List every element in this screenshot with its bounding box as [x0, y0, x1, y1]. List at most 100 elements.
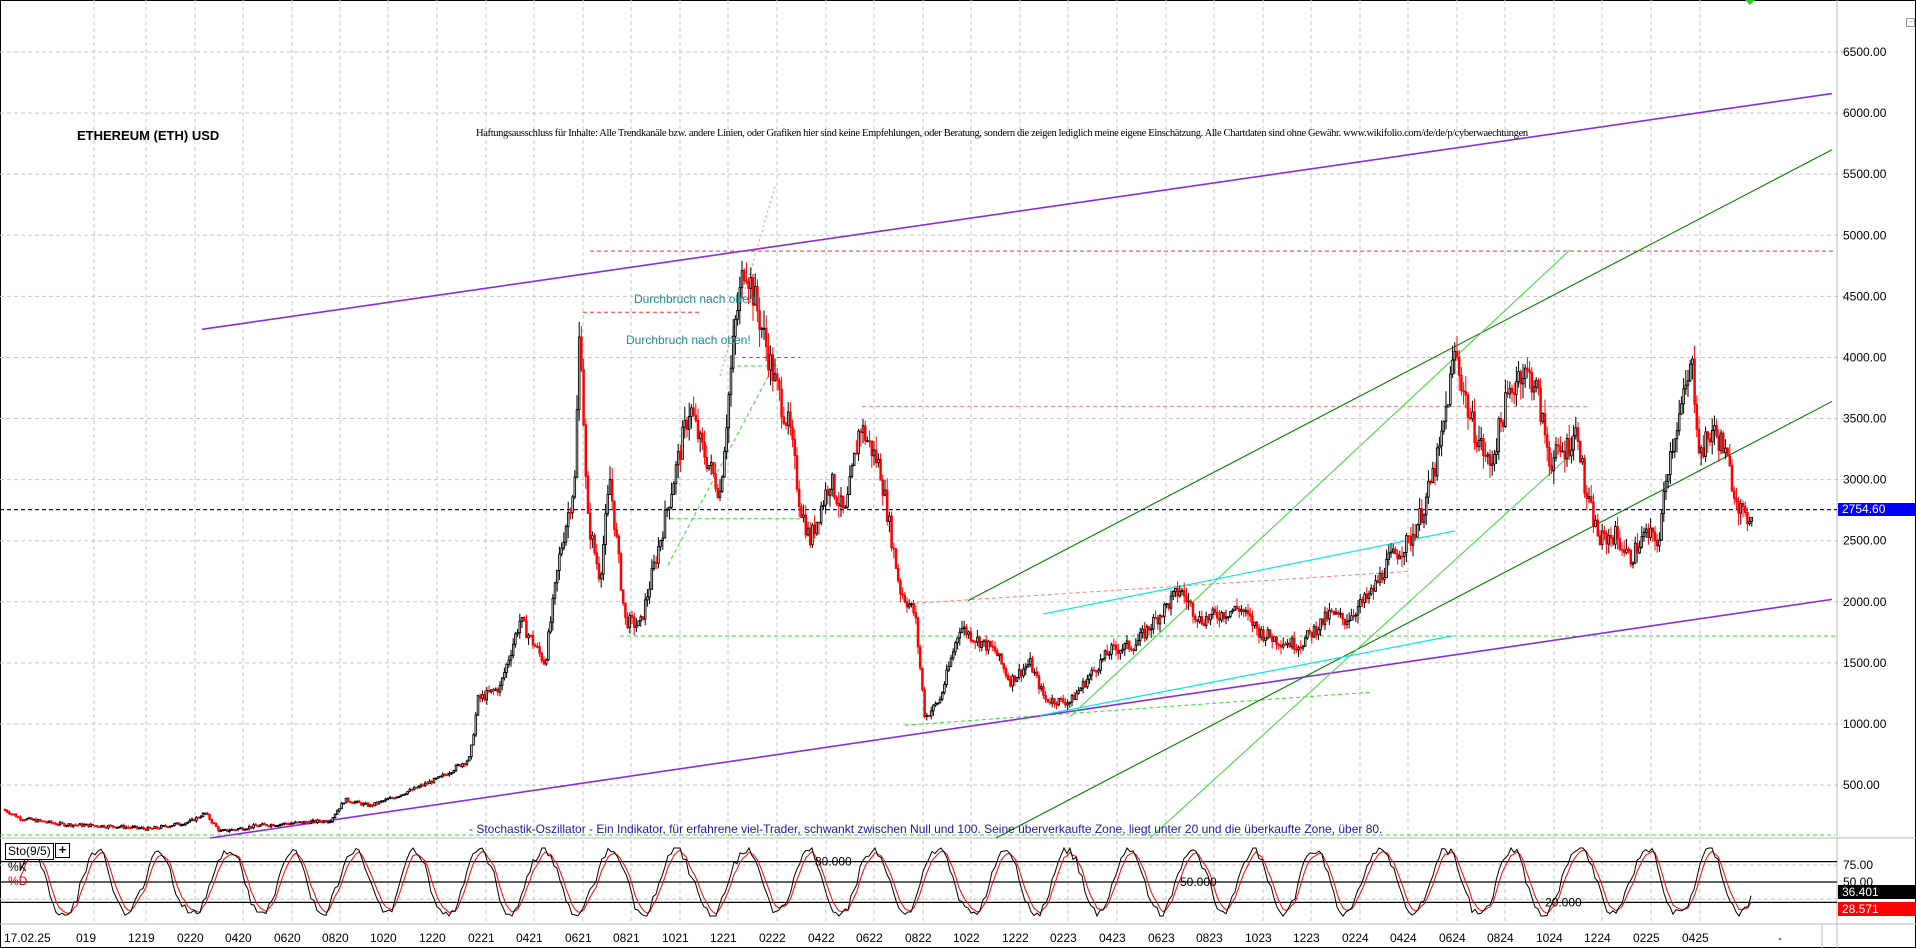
- candle-down: [210, 818, 214, 824]
- candle-down: [610, 478, 614, 502]
- candle-down: [522, 617, 526, 622]
- candle-up: [1028, 657, 1032, 666]
- candle-up: [89, 823, 93, 828]
- candle-down: [654, 561, 658, 564]
- candle-up: [1015, 677, 1019, 682]
- candle-down: [1530, 372, 1534, 393]
- candle-up: [1017, 669, 1021, 678]
- annotation-breakout-1: Durchbruch nach oben!: [634, 292, 759, 306]
- candle-up: [544, 659, 548, 665]
- candle-down: [459, 764, 462, 767]
- candle-up: [1068, 701, 1072, 704]
- candle-up: [1594, 519, 1597, 528]
- candle-down: [1156, 617, 1160, 625]
- candle-down: [1537, 379, 1540, 389]
- candle-up: [432, 777, 436, 784]
- stochastic-label[interactable]: Sto(9/5): [5, 843, 54, 860]
- candle-down: [800, 506, 803, 518]
- candle-up: [949, 657, 953, 667]
- candle-down: [74, 824, 77, 827]
- collapse-panel-icon[interactable]: −: [1906, 18, 1915, 27]
- candle-down: [580, 336, 583, 371]
- candle-up: [159, 825, 163, 829]
- x-tick-label: 1219: [128, 931, 155, 945]
- candle-down: [410, 789, 414, 791]
- candle-up: [153, 826, 156, 829]
- candle-up: [762, 327, 766, 330]
- candle-up: [1748, 520, 1751, 525]
- candle-up: [1081, 681, 1085, 689]
- candle-down: [375, 802, 379, 805]
- candle-down: [1539, 387, 1542, 422]
- candle-up: [558, 553, 561, 571]
- candle-down: [1189, 600, 1193, 604]
- candle-down: [346, 797, 350, 802]
- candle-up: [355, 800, 359, 803]
- candle-up: [261, 823, 264, 826]
- candle-down: [1636, 542, 1639, 554]
- candle-up: [509, 654, 513, 661]
- trend-line-dotted-green: [667, 363, 776, 566]
- x-tick-label: 019: [76, 931, 96, 945]
- add-indicator-icon[interactable]: +: [55, 843, 70, 858]
- candle-up: [467, 756, 471, 762]
- x-tick-label: 1220: [419, 931, 446, 945]
- candle-down: [1246, 609, 1250, 615]
- candle-down: [991, 645, 995, 648]
- candle-down: [1105, 650, 1109, 656]
- candle-down: [1083, 681, 1087, 688]
- candle-up: [637, 620, 640, 627]
- candle-up: [1378, 572, 1382, 583]
- candle-up: [85, 823, 88, 826]
- candle-down: [1154, 616, 1157, 619]
- candle-down: [1200, 616, 1204, 625]
- candle-down: [1730, 465, 1734, 492]
- candle-down: [1429, 480, 1432, 483]
- candle-up: [806, 527, 810, 536]
- candle-up: [133, 825, 137, 828]
- x-tick-label: 0622: [856, 931, 883, 945]
- candle-up: [1418, 508, 1421, 526]
- candle-up: [1642, 531, 1646, 538]
- candle-down: [1341, 613, 1344, 620]
- x-tick-label: 0821: [613, 931, 640, 945]
- candle-up: [998, 653, 1001, 657]
- candle-up: [452, 770, 456, 774]
- candle-down: [778, 379, 781, 390]
- marker-arrow-icon: [1745, 0, 1755, 5]
- candle-up: [1158, 615, 1162, 625]
- candle-up: [219, 830, 222, 832]
- candle-down: [1583, 458, 1586, 494]
- candle-up: [729, 367, 733, 396]
- candle-down: [421, 784, 425, 787]
- candle-down: [1466, 394, 1470, 418]
- candle-down: [155, 826, 159, 829]
- candle-up: [269, 824, 273, 827]
- candle-up: [1301, 645, 1305, 649]
- candle-up: [1187, 600, 1190, 603]
- candle-down: [626, 617, 629, 629]
- support-line-rising: [904, 691, 1371, 726]
- x-tick-label: 0824: [1487, 931, 1514, 945]
- candle-down: [1218, 617, 1221, 621]
- candle-up: [470, 744, 473, 758]
- candle-down: [780, 388, 783, 418]
- candle-up: [1050, 698, 1054, 704]
- candle-down: [1550, 465, 1553, 472]
- candle-up: [236, 828, 240, 831]
- candle-up: [511, 643, 515, 656]
- candle-down: [87, 823, 90, 828]
- candle-up: [1607, 534, 1611, 545]
- candle-up: [419, 784, 423, 787]
- candle-up: [32, 818, 35, 821]
- candle-down: [349, 801, 352, 803]
- y-tick-label: 500.00: [1843, 778, 1880, 792]
- candle-up: [1517, 371, 1520, 383]
- candle-up: [1451, 359, 1454, 375]
- candle-down: [782, 416, 786, 424]
- candle-down: [903, 594, 907, 603]
- candle-down: [989, 640, 992, 647]
- candle-up: [1039, 686, 1043, 690]
- candle-down: [771, 354, 775, 381]
